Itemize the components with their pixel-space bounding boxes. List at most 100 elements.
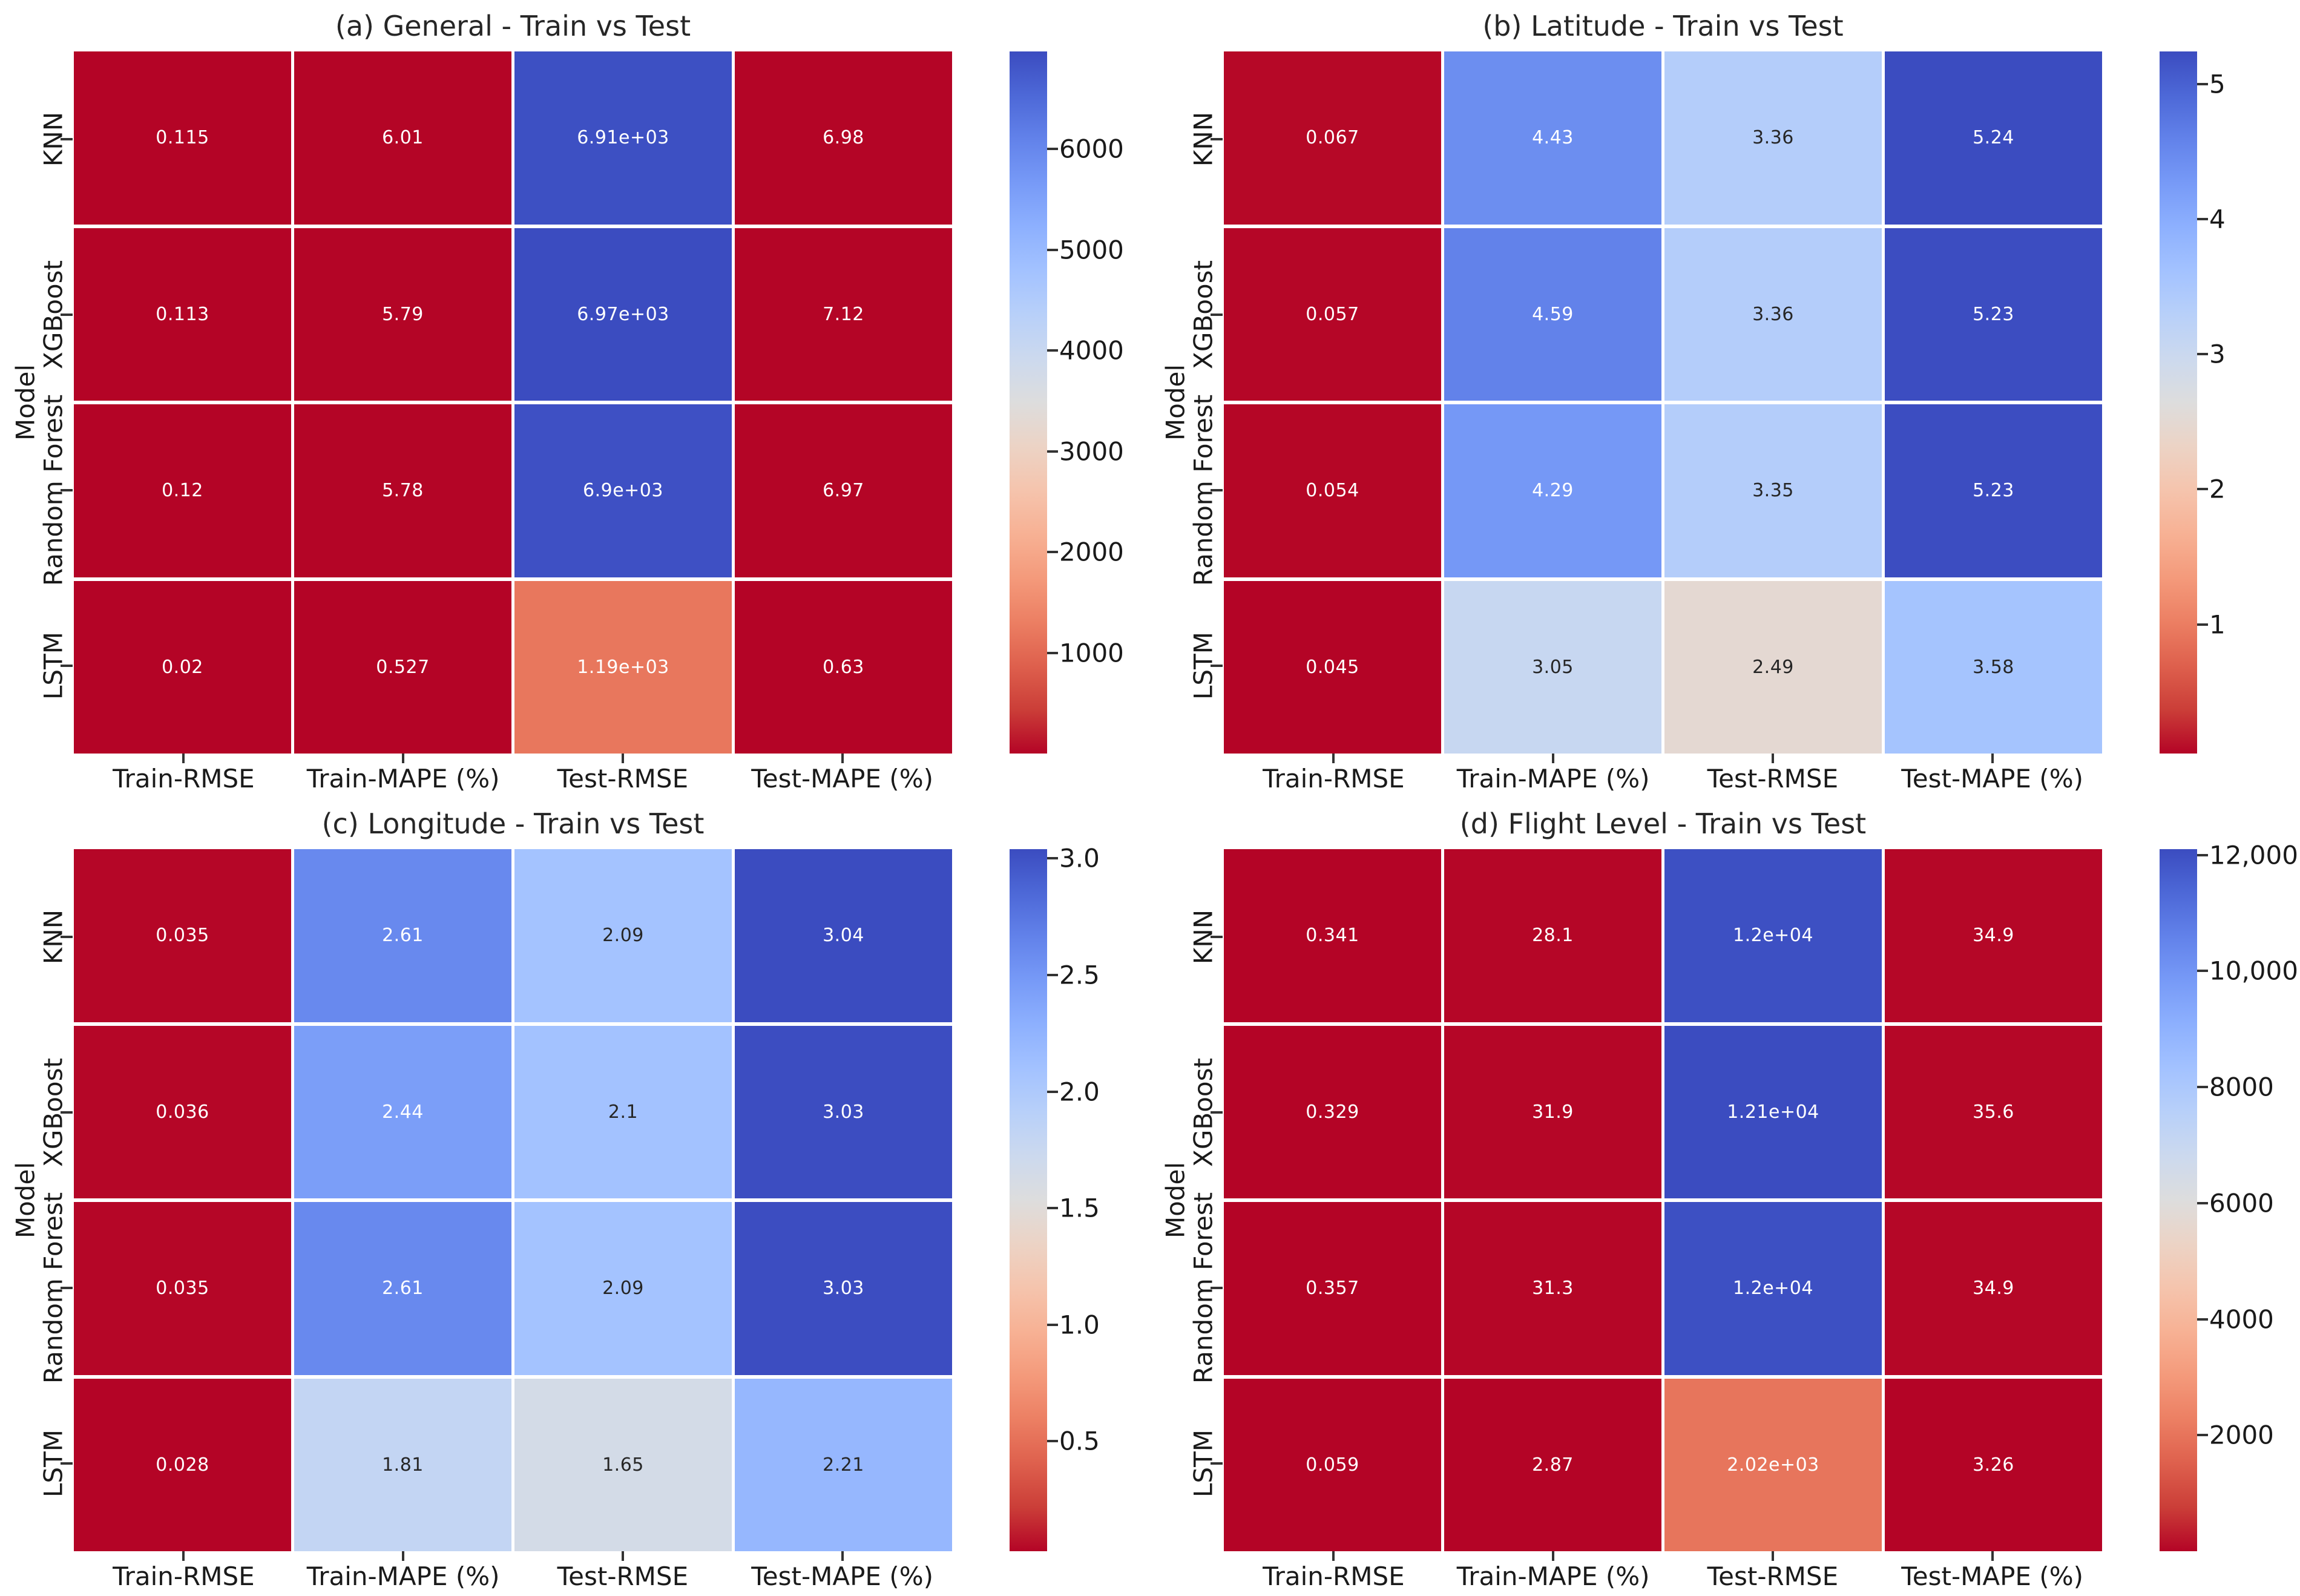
- heatmap-cell: 0.357: [1224, 1202, 1441, 1375]
- colorbar-tick-mark: [1047, 349, 1058, 352]
- x-tick-label: Test-MAPE (%): [1901, 764, 2083, 793]
- heatmap-cell: 4.59: [1444, 228, 1661, 401]
- panel-c-colorbar: [1010, 849, 1047, 1551]
- x-tick-mark: [182, 1551, 185, 1561]
- heatmap-cell: 3.58: [1885, 580, 2102, 754]
- y-tick-mark: [1211, 138, 1223, 140]
- panel-b-title: (b) Latitude - Train vs Test: [1482, 10, 1844, 42]
- x-tick-label: Train-MAPE (%): [1456, 1562, 1650, 1591]
- heatmap-cell: 2.61: [294, 849, 511, 1022]
- panel-d-colorbar: [2160, 849, 2197, 1551]
- heatmap-cell: 0.035: [74, 1202, 291, 1375]
- heatmap-cell: 2.09: [514, 849, 732, 1022]
- x-tick-mark: [1771, 754, 1774, 763]
- heatmap-cell: 6.98: [735, 51, 952, 225]
- y-tick-mark: [61, 1462, 73, 1465]
- colorbar-tick-mark: [2197, 217, 2208, 220]
- x-tick-label: Train-RMSE: [113, 764, 255, 793]
- x-tick-label: Train-MAPE (%): [306, 1562, 500, 1591]
- heatmap-cell: 35.6: [1885, 1025, 2102, 1198]
- heatmap-cell: 7.12: [735, 228, 952, 401]
- colorbar-tick-label: 2000: [2209, 1420, 2274, 1450]
- panel-c-ylabel: Model: [10, 1161, 41, 1239]
- colorbar-tick-mark: [1047, 651, 1058, 654]
- colorbar-tick-label: 8000: [2209, 1072, 2274, 1102]
- heatmap-cell: 3.26: [1885, 1378, 2102, 1551]
- heatmap-cell: 3.35: [1664, 404, 1882, 577]
- heatmap-cell: 2.09: [514, 1202, 732, 1375]
- panel-d-title: (d) Flight Level - Train vs Test: [1459, 807, 1867, 840]
- colorbar-tick-mark: [1047, 1090, 1058, 1093]
- x-tick-mark: [402, 754, 405, 763]
- heatmap-cell: 5.24: [1885, 51, 2102, 225]
- x-tick-mark: [182, 754, 185, 763]
- heatmap-cell: 0.113: [74, 228, 291, 401]
- x-tick-mark: [1332, 1551, 1335, 1561]
- colorbar-tick-label: 10,000: [2209, 956, 2298, 986]
- heatmap-cell: 1.2e+04: [1664, 1202, 1882, 1375]
- colorbar-tick-mark: [2197, 1086, 2208, 1089]
- heatmap-cell: 0.045: [1224, 580, 1441, 754]
- heatmap-cell: 28.1: [1444, 849, 1661, 1022]
- colorbar-tick-mark: [2197, 623, 2208, 626]
- y-tick-mark: [61, 1287, 73, 1289]
- colorbar-tick-label: 6000: [1059, 134, 1124, 164]
- panel-d-flight-level-heatmap: (d) Flight Level - Train vs Test Model 0…: [1150, 798, 2300, 1596]
- panel-d-heatmap-grid: 0.341 28.1 1.2e+04 34.9 0.329 31.9 1.21e+04 35.…: [1224, 849, 2102, 1551]
- heatmap-cell: 6.9e+03: [514, 404, 732, 577]
- panel-c-title: (c) Longitude - Train vs Test: [321, 807, 705, 840]
- x-tick-mark: [621, 754, 624, 763]
- x-tick-label: Train-RMSE: [113, 1562, 255, 1591]
- colorbar-tick-label: 2.5: [1059, 960, 1100, 990]
- colorbar-tick-mark: [1047, 1207, 1058, 1210]
- heatmap-cell: 4.43: [1444, 51, 1661, 225]
- heatmap-cell: 2.87: [1444, 1378, 1661, 1551]
- heatmap-cell: 3.36: [1664, 51, 1882, 225]
- heatmap-cell: 0.329: [1224, 1025, 1441, 1198]
- x-tick-label: Test-RMSE: [557, 764, 689, 793]
- colorbar-tick-mark: [1047, 450, 1058, 453]
- heatmap-cell: 2.61: [294, 1202, 511, 1375]
- heatmap-cell: 1.65: [514, 1378, 732, 1551]
- colorbar-tick-label: 5: [2209, 69, 2226, 99]
- heatmap-cell: 0.63: [735, 580, 952, 754]
- heatmap-cell: 0.059: [1224, 1378, 1441, 1551]
- heatmap-cell: 0.057: [1224, 228, 1441, 401]
- x-tick-mark: [1552, 1551, 1555, 1561]
- y-tick-mark: [1211, 1287, 1223, 1289]
- heatmap-cell: 0.12: [74, 404, 291, 577]
- y-tick-mark: [61, 489, 73, 491]
- x-tick-label: Test-MAPE (%): [751, 764, 933, 793]
- x-tick-label: Test-RMSE: [1707, 764, 1839, 793]
- y-tick-mark: [61, 138, 73, 140]
- x-tick-mark: [402, 1551, 405, 1561]
- x-tick-label: Test-RMSE: [1707, 1562, 1839, 1591]
- panel-a-title: (a) General - Train vs Test: [335, 10, 691, 42]
- heatmap-cell: 2.49: [1664, 580, 1882, 754]
- heatmap-cell: 5.78: [294, 404, 511, 577]
- heatmap-cell: 34.9: [1885, 849, 2102, 1022]
- heatmap-cell: 0.02: [74, 580, 291, 754]
- y-tick-mark: [1211, 489, 1223, 491]
- colorbar-tick-mark: [1047, 248, 1058, 251]
- colorbar-tick-mark: [2197, 853, 2208, 856]
- colorbar-tick-mark: [1047, 1440, 1058, 1443]
- panel-a-heatmap-grid: 0.115 6.01 6.91e+03 6.98 0.113 5.79 6.97e+03 7.…: [74, 51, 952, 754]
- colorbar-tick-label: 2000: [1059, 537, 1124, 567]
- colorbar-tick-mark: [2197, 1434, 2208, 1437]
- y-tick-mark: [1211, 1111, 1223, 1114]
- heatmap-cell: 5.23: [1885, 228, 2102, 401]
- heatmap-cell: 2.21: [735, 1378, 952, 1551]
- heatmap-cell: 3.05: [1444, 580, 1661, 754]
- panel-c-heatmap-grid: 0.035 2.61 2.09 3.04 0.036 2.44 2.1 3.03 0.035 2.…: [74, 849, 952, 1551]
- heatmap-cell: 0.028: [74, 1378, 291, 1551]
- colorbar-tick-mark: [1047, 857, 1058, 860]
- panel-a-general-heatmap: (a) General - Train vs Test Model 0.115 6…: [0, 0, 1150, 798]
- x-tick-label: Train-RMSE: [1263, 1562, 1405, 1591]
- panel-b-ylabel: Model: [1160, 364, 1191, 441]
- heatmap-cell: 6.97: [735, 404, 952, 577]
- x-tick-label: Test-MAPE (%): [751, 1562, 933, 1591]
- x-tick-mark: [1552, 754, 1555, 763]
- heatmap-cell: 4.29: [1444, 404, 1661, 577]
